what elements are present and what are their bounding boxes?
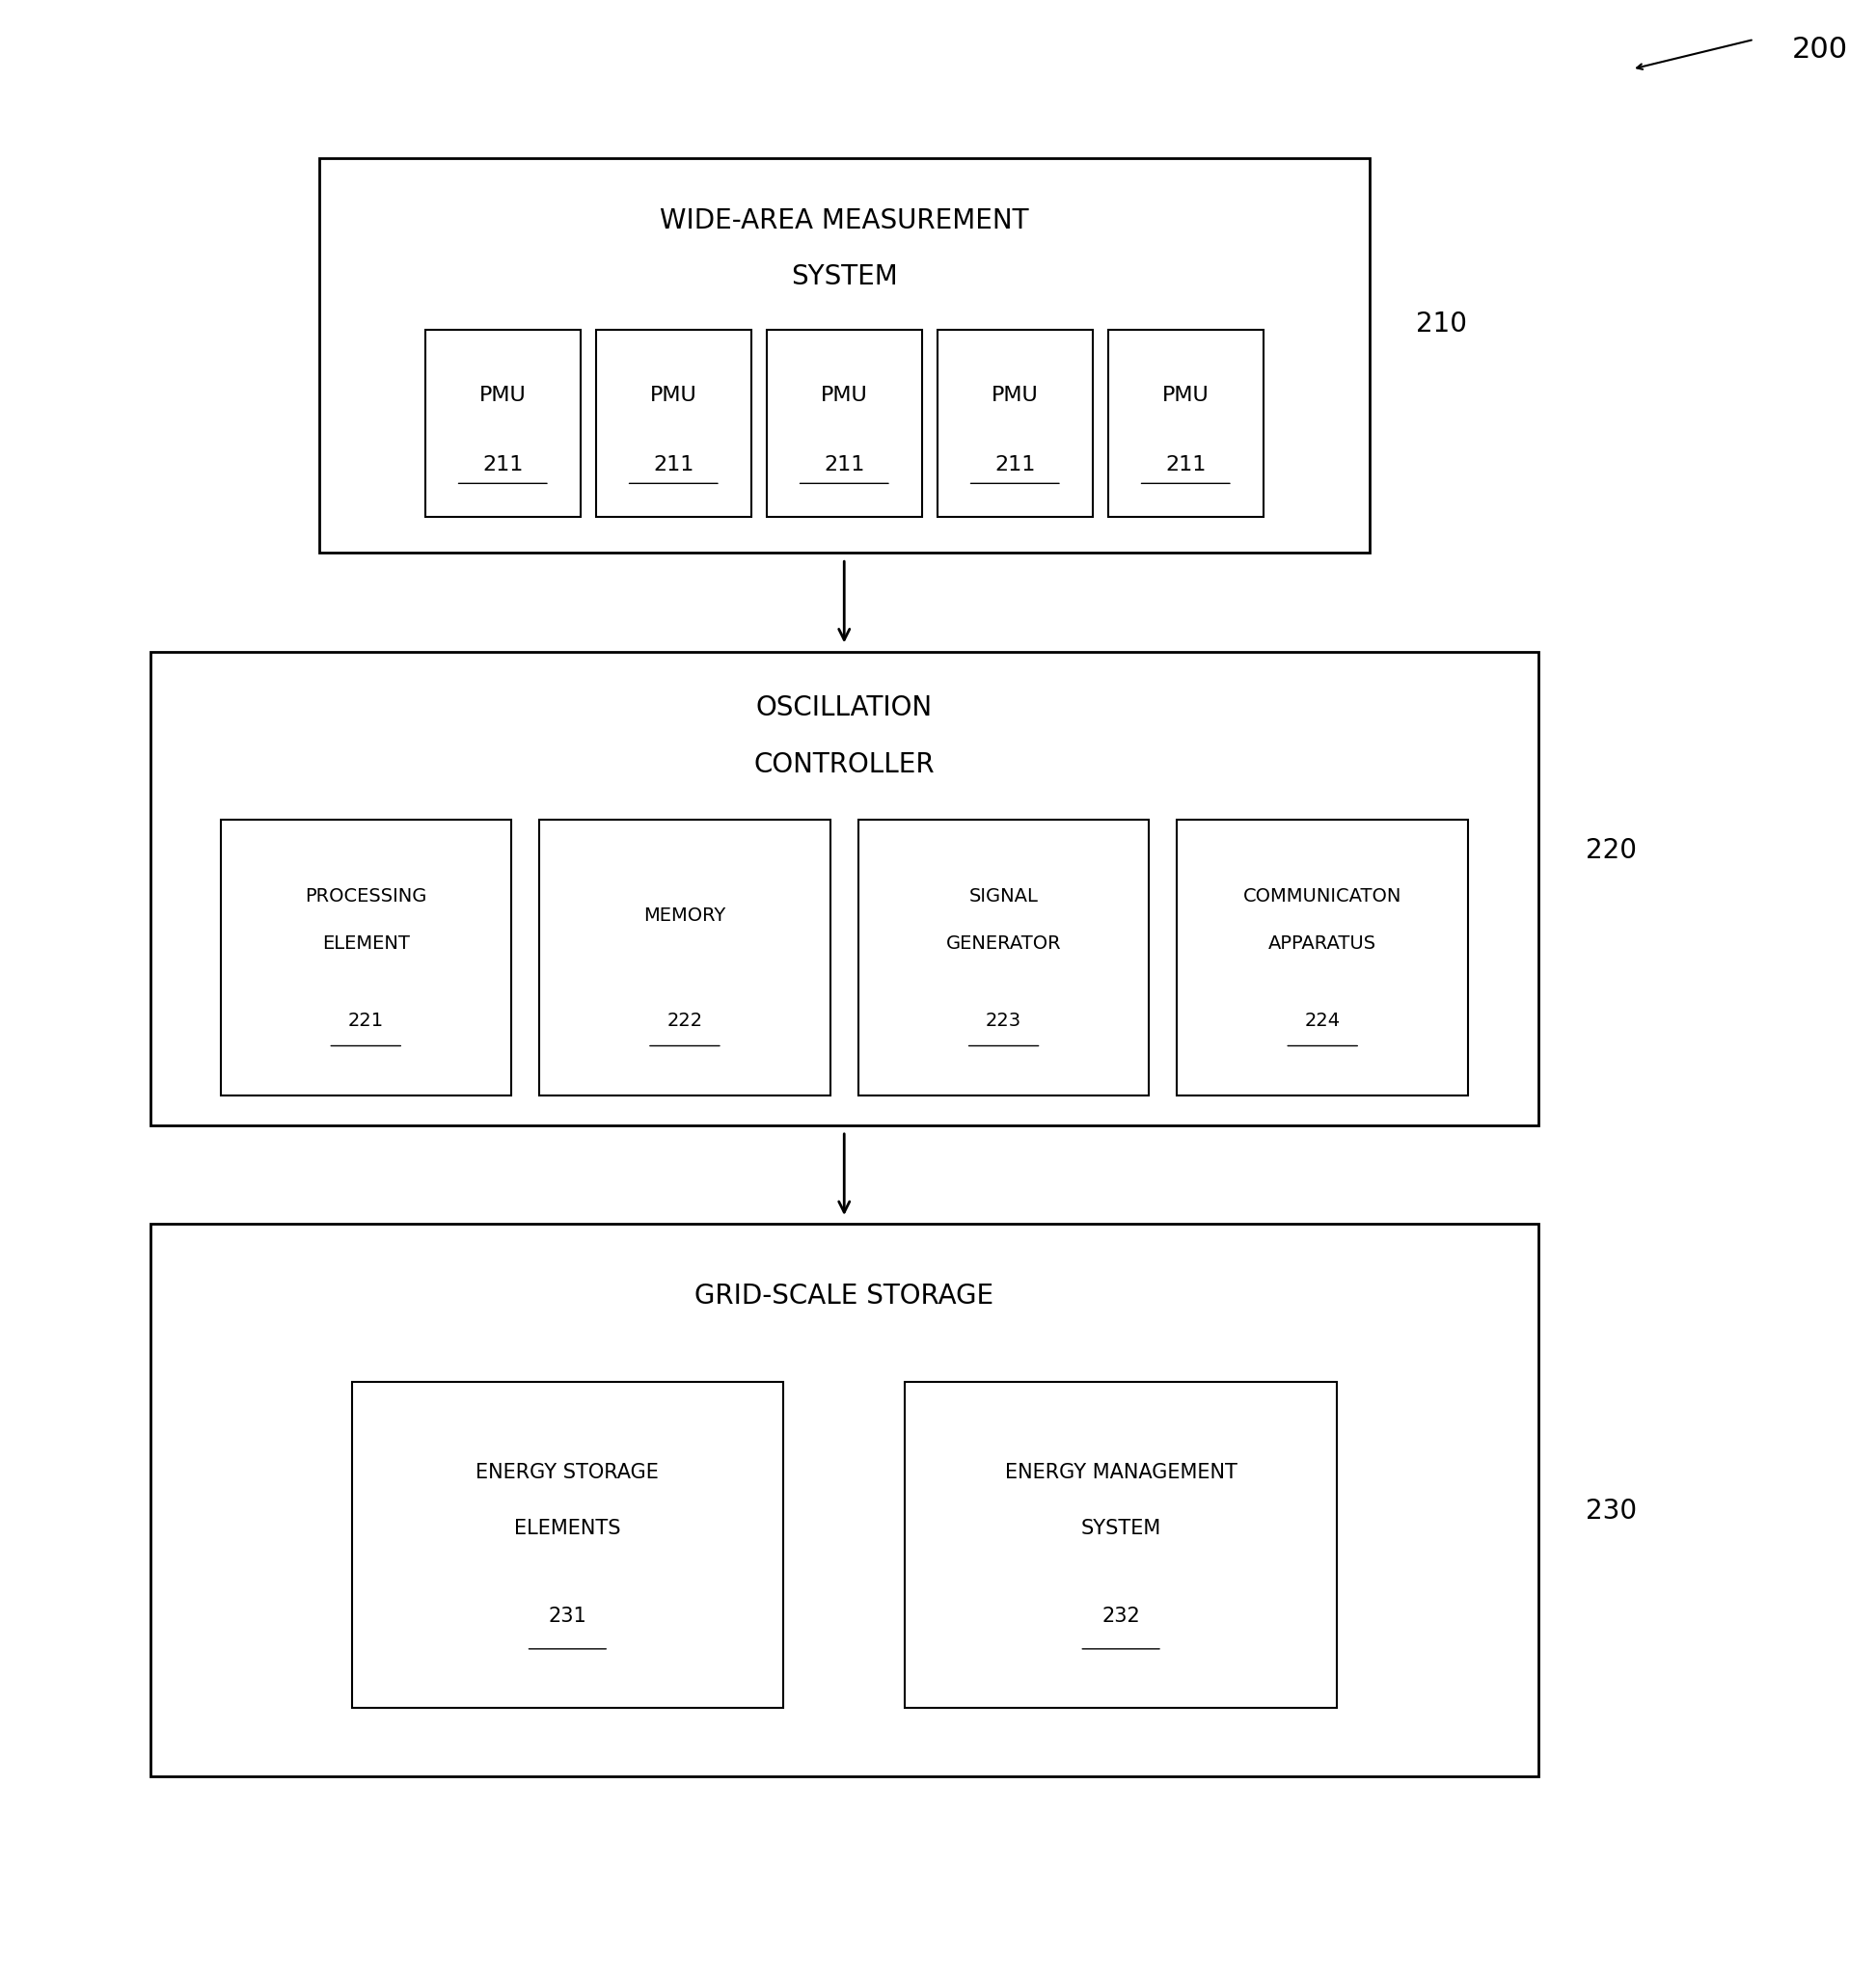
Text: ENERGY STORAGE: ENERGY STORAGE bbox=[477, 1463, 658, 1482]
Text: 211: 211 bbox=[482, 456, 523, 474]
Text: 211: 211 bbox=[994, 456, 1036, 474]
Text: SIGNAL: SIGNAL bbox=[970, 888, 1037, 906]
FancyBboxPatch shape bbox=[857, 819, 1148, 1096]
FancyBboxPatch shape bbox=[319, 158, 1369, 553]
Text: 211: 211 bbox=[1165, 456, 1206, 474]
Text: 210: 210 bbox=[1416, 310, 1467, 338]
Text: 224: 224 bbox=[1304, 1013, 1341, 1030]
Text: PMU: PMU bbox=[649, 385, 698, 405]
Text: 223: 223 bbox=[985, 1013, 1022, 1030]
Text: CONTROLLER: CONTROLLER bbox=[754, 752, 934, 778]
Text: GRID-SCALE STORAGE: GRID-SCALE STORAGE bbox=[694, 1283, 994, 1309]
FancyBboxPatch shape bbox=[540, 819, 829, 1096]
FancyBboxPatch shape bbox=[938, 330, 1092, 517]
Text: 222: 222 bbox=[666, 1013, 704, 1030]
Text: ENERGY MANAGEMENT: ENERGY MANAGEMENT bbox=[1006, 1463, 1236, 1482]
Text: ELEMENTS: ELEMENTS bbox=[514, 1518, 621, 1538]
FancyBboxPatch shape bbox=[426, 330, 582, 517]
Text: PROCESSING: PROCESSING bbox=[306, 888, 426, 906]
Text: 211: 211 bbox=[653, 456, 694, 474]
FancyBboxPatch shape bbox=[353, 1382, 782, 1708]
Text: ELEMENT: ELEMENT bbox=[323, 934, 409, 953]
Text: GENERATOR: GENERATOR bbox=[946, 934, 1062, 953]
Text: WIDE-AREA MEASUREMENT: WIDE-AREA MEASUREMENT bbox=[660, 207, 1028, 235]
FancyBboxPatch shape bbox=[1178, 819, 1467, 1096]
Text: APPARATUS: APPARATUS bbox=[1268, 934, 1377, 953]
FancyBboxPatch shape bbox=[597, 330, 750, 517]
Text: 232: 232 bbox=[1101, 1607, 1141, 1627]
Text: 220: 220 bbox=[1585, 837, 1636, 865]
Text: PMU: PMU bbox=[820, 385, 869, 405]
FancyBboxPatch shape bbox=[1107, 330, 1264, 517]
Text: SYSTEM: SYSTEM bbox=[1081, 1518, 1161, 1538]
Text: COMMUNICATON: COMMUNICATON bbox=[1244, 888, 1401, 906]
Text: 211: 211 bbox=[824, 456, 865, 474]
FancyBboxPatch shape bbox=[150, 651, 1538, 1125]
Text: PMU: PMU bbox=[991, 385, 1039, 405]
Text: 230: 230 bbox=[1585, 1498, 1636, 1524]
Text: 221: 221 bbox=[347, 1013, 385, 1030]
Text: PMU: PMU bbox=[478, 385, 527, 405]
Text: 231: 231 bbox=[548, 1607, 587, 1627]
FancyBboxPatch shape bbox=[221, 819, 510, 1096]
Text: PMU: PMU bbox=[1161, 385, 1210, 405]
Text: SYSTEM: SYSTEM bbox=[792, 263, 897, 290]
FancyBboxPatch shape bbox=[904, 1382, 1336, 1708]
FancyBboxPatch shape bbox=[150, 1224, 1538, 1777]
Text: 200: 200 bbox=[1792, 36, 1848, 63]
Text: OSCILLATION: OSCILLATION bbox=[756, 695, 932, 722]
Text: MEMORY: MEMORY bbox=[643, 906, 726, 926]
FancyBboxPatch shape bbox=[765, 330, 923, 517]
